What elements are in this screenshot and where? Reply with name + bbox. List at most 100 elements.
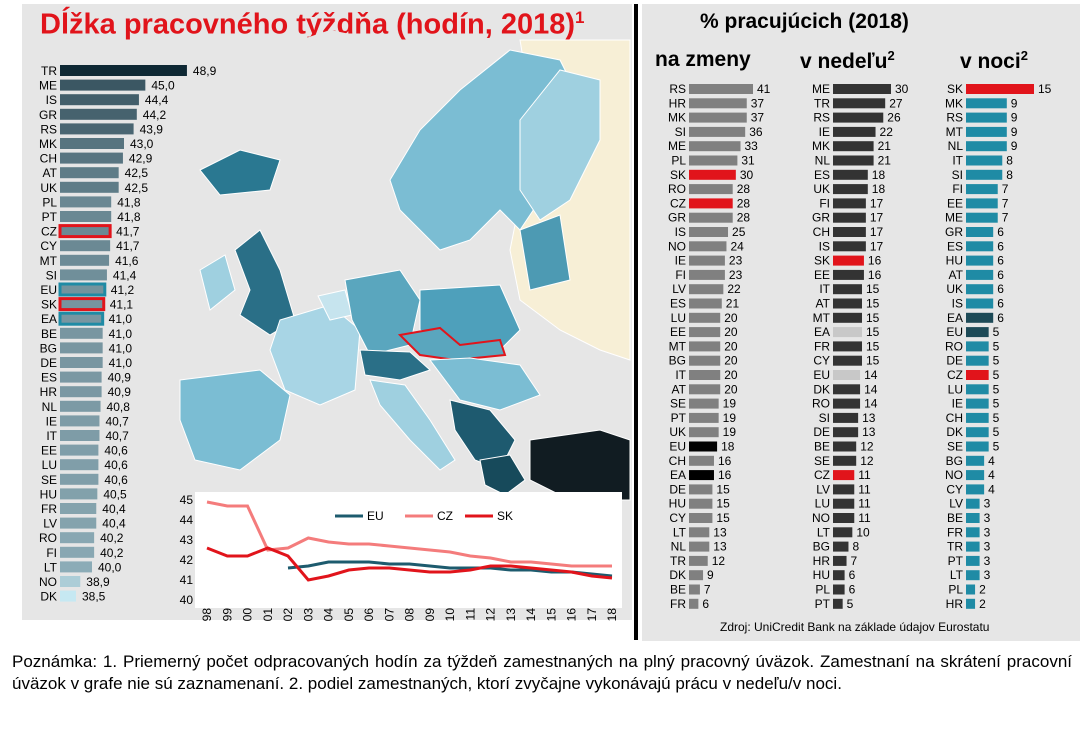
col2-bar [833, 384, 861, 395]
col2-value-label: 12 [860, 454, 874, 468]
hours-value-label: 41,8 [117, 195, 141, 209]
col3-bar [966, 341, 989, 352]
col2-category-label: CH [813, 225, 830, 239]
hours-value-label: 41,2 [111, 283, 135, 297]
col3-bar [966, 84, 1034, 94]
col2-value-label: 22 [880, 125, 894, 139]
col2-value-label: 26 [887, 111, 901, 125]
col1-bar [689, 169, 736, 180]
col1-category-label: EA [670, 468, 686, 482]
map-land-cz-sk [397, 326, 507, 362]
col3-bar [966, 484, 985, 495]
map-land-greece [479, 454, 526, 496]
line-x-tick-label: 11 [463, 608, 477, 621]
hours-value-label: 41,0 [109, 356, 133, 370]
col2-category-label: EE [814, 268, 830, 282]
col2-value-label: 14 [864, 397, 878, 411]
col2-bar [833, 141, 874, 152]
col1-bar [689, 384, 721, 395]
hours-value-label: 40,9 [108, 385, 132, 399]
col3-value-label: 5 [993, 425, 1000, 439]
col3-bar [966, 126, 1007, 137]
hours-bar [60, 108, 137, 120]
col1-bar [689, 255, 725, 266]
col3-category-label: RO [945, 339, 963, 353]
col1-bar [689, 355, 721, 366]
line-x-tick-label: 07 [382, 608, 396, 622]
col3-bar [966, 298, 994, 309]
col2-bar [833, 427, 859, 438]
hours-value-label: 40,6 [104, 458, 128, 472]
hours-bar [60, 254, 110, 266]
col3-category-label: HR [946, 597, 964, 611]
col3-bar [966, 584, 976, 595]
line-x-tick-label: 17 [585, 608, 599, 622]
col3-category-label: IS [952, 297, 963, 311]
hours-value-label: 40,5 [103, 487, 127, 501]
col3-bar [966, 370, 989, 380]
hours-bar [60, 444, 99, 456]
col2-category-label: PT [815, 597, 831, 611]
col2-bar [833, 84, 891, 94]
col1-category-label: DK [669, 568, 686, 582]
col2-value-label: 7 [851, 554, 858, 568]
legend-label-sk: SK [497, 509, 513, 523]
hours-category-label: SK [41, 298, 57, 312]
col1-category-label: AT [672, 382, 687, 396]
hours-bar [60, 473, 99, 485]
col2-bar [833, 169, 868, 180]
footnote: Poznámka: 1. Priemerný počet odpracovaný… [12, 652, 1072, 693]
col1-category-label: RO [668, 182, 686, 196]
col2-bar [833, 555, 847, 566]
hours-value-label: 41,0 [109, 312, 133, 326]
col2-value-label: 17 [870, 225, 884, 239]
col2-value-label: 17 [870, 211, 884, 225]
map-sea-north [300, 30, 420, 120]
col2-category-label: EA [814, 325, 830, 339]
line-x-tick-label: 01 [261, 608, 275, 622]
hours-bar [60, 400, 101, 412]
col3-bar [966, 284, 994, 295]
col2-category-label: UK [813, 182, 830, 196]
col2-bar [833, 584, 845, 595]
line-x-tick-label: 99 [220, 608, 234, 622]
hours-category-label: AT [43, 166, 58, 180]
col3-category-label: IE [952, 397, 963, 411]
col3-bar [966, 555, 980, 566]
col3-category-label: NL [948, 139, 964, 153]
col1-category-label: LT [673, 525, 687, 539]
col3-bar [966, 255, 994, 266]
hours-category-label: PL [42, 195, 57, 209]
line-y-tick-label: 42 [180, 553, 194, 567]
hours-bar [60, 65, 187, 76]
col1-category-label: LU [671, 311, 686, 325]
hours-value-label: 42,5 [125, 166, 149, 180]
col3-value-label: 9 [1011, 96, 1018, 110]
col3-bar [966, 541, 980, 552]
col2-category-label: BG [813, 540, 830, 554]
hours-value-label: 38,5 [82, 590, 106, 604]
col3-bar [966, 598, 976, 609]
col2-category-label: SE [814, 454, 830, 468]
col2-bar [833, 198, 866, 209]
col3-value-label: 5 [993, 440, 1000, 454]
col1-bar [689, 269, 725, 280]
col-title-shifts: na zmeny [655, 48, 751, 71]
left-chart-title: Dĺžka pracovného týždňa (hodín, 2018)1 [40, 8, 585, 41]
col1-category-label: SE [670, 397, 686, 411]
col1-category-label: DE [669, 482, 686, 496]
hours-category-label: MT [40, 254, 58, 268]
col1-bar [689, 327, 721, 338]
hours-value-label: 41,1 [110, 298, 134, 312]
hours-value-label: 48,9 [193, 64, 217, 78]
col2-bar [833, 126, 876, 137]
col3-bar [966, 384, 989, 395]
hours-bar [58, 297, 106, 312]
col2-category-label: NO [812, 511, 830, 525]
hours-category-label: DK [40, 590, 57, 604]
col1-bar [689, 441, 718, 452]
col2-category-label: AT [816, 297, 831, 311]
hours-bar [60, 152, 123, 164]
col1-bar [689, 112, 747, 123]
hours-value-label: 40,6 [104, 444, 128, 458]
